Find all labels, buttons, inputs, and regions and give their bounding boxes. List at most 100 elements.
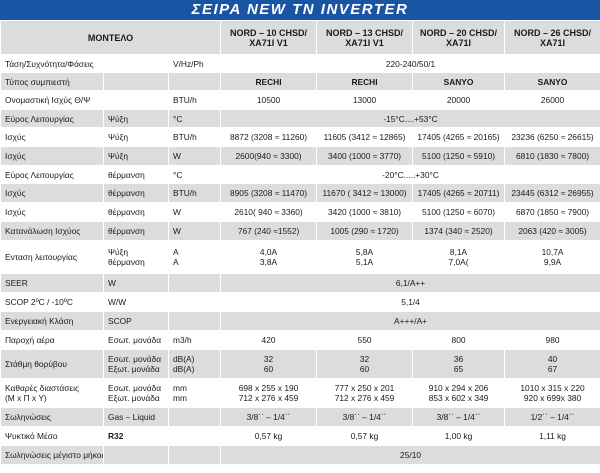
row-unit: dB(A) dB(A): [167, 349, 222, 379]
row-label: Σωληνώσεις μέγιστο μήκος/ύψος: [0, 445, 104, 465]
row-label: Τάση/Συχνότητα/Φάσεις: [0, 54, 104, 73]
model-name-line: XA71I: [540, 37, 566, 48]
row-label: Παροχή αέρα: [0, 330, 104, 350]
row-value: 6810 (1830 ≈ 7800): [504, 146, 600, 166]
row-value: 8872 (3208 ≈ 11260): [220, 127, 318, 147]
model-header-2: NORD – 13 CHSD/XA71I V1: [316, 20, 414, 55]
spec-row: Σωληνώσεις Gas – Liquid 3/8΄΄ – 1/4΄΄ 3/8΄΄…: [0, 407, 600, 427]
model-name-line: NORD – 13 CHSD/: [326, 27, 404, 38]
model-name-line: XA71I: [446, 37, 472, 48]
row-label: Ονομαστική Ισχύς Θ/Ψ: [0, 90, 104, 110]
row-value: 1005 (290 ≈ 1720): [316, 221, 414, 241]
cell-line: 920 x 699x 380: [523, 393, 582, 403]
cell-line: Εσωτ. μονάδα: [108, 383, 162, 393]
row-value: 1,11 kg: [504, 426, 600, 446]
row-label: Καθαρές διαστάσεις (M x Π x Y): [0, 378, 104, 408]
row-value: 11670 ( 3412 ≈ 13000): [316, 183, 414, 203]
row-mode: W/W: [103, 292, 169, 312]
row-value: 1,00 kg: [412, 426, 506, 446]
cell-line: mm: [173, 393, 187, 403]
row-value: 2610( 940 ≈ 3360): [220, 202, 318, 222]
cell-line: 60: [263, 364, 274, 374]
row-mode: [103, 90, 169, 110]
model-header-label: ΜΟΝΤΕΛΟ: [0, 20, 222, 55]
row-value: 40 67: [504, 349, 600, 379]
cell-line: 7,0A(: [448, 257, 469, 267]
row-value: 26000: [504, 90, 600, 110]
spec-table: ΜΟΝΤΕΛΟ NORD – 10 CHSD/XA71I V1 NORD – 1…: [0, 20, 600, 465]
spec-row: Ενταση λειτουργίας Ψύξη θέρμανση A A 4,0A 3,8A…: [0, 240, 600, 274]
spec-table-body: ΜΟΝΤΕΛΟ NORD – 10 CHSD/XA71I V1 NORD – 1…: [0, 20, 600, 465]
row-unit: W: [167, 146, 222, 166]
row-unit: [167, 311, 222, 331]
row-mode: Ψύξη: [103, 146, 169, 166]
cell-line: 3,8A: [259, 257, 278, 267]
row-mode: Εσωτ. μονάδα Εξωτ. μονάδα: [103, 378, 169, 408]
row-value: 8,1A 7,0A(: [412, 240, 506, 274]
row-value-span: 220-240/50/1: [220, 54, 600, 73]
spec-row: SCOP 2ºC / -10ºC W/W 5,1/4: [0, 292, 600, 312]
row-value: 2063 (420 ≈ 3005): [504, 221, 600, 241]
row-label: Ψυκτικό Μέσο: [0, 426, 104, 446]
row-label: Σωληνώσεις: [0, 407, 104, 427]
row-mode: θέρμανση: [103, 202, 169, 222]
row-value: 13000: [316, 90, 414, 110]
cell-line: 67: [547, 364, 558, 374]
row-value: 11605 (3412 ≈ 12865): [316, 127, 414, 147]
row-mode: [103, 445, 169, 465]
row-unit: BTU/h: [167, 127, 222, 147]
row-value: 17405 (4265 ≈ 20165): [412, 127, 506, 147]
cell-line: θέρμανση: [108, 257, 145, 267]
spec-row: SEER W 6,1/A++: [0, 273, 600, 293]
row-value: 36 65: [412, 349, 506, 379]
spec-row: Κατανάλωση Ισχύος θέρμανση W 767 (240 ≈1552…: [0, 221, 600, 241]
spec-row: Παροχή αέρα Εσωτ. μονάδα m3/h 420 550 800 980: [0, 330, 600, 350]
row-label: SCOP 2ºC / -10ºC: [0, 292, 104, 312]
row-value: 800: [412, 330, 506, 350]
row-mode: W: [103, 273, 169, 293]
cell-line: A: [173, 257, 179, 267]
cell-line: 60: [359, 364, 370, 374]
row-value: 32 60: [220, 349, 318, 379]
row-label: Τύπος συμπιεστή: [0, 72, 104, 91]
row-value: 23445 (6312 ≈ 26955): [504, 183, 600, 203]
cell-line: dB(A): [173, 364, 195, 374]
row-value: 420: [220, 330, 318, 350]
row-value-span: 25/10: [220, 445, 600, 465]
row-mode: R32: [103, 426, 169, 446]
row-mode: Εσωτ. μονάδα: [103, 330, 169, 350]
spec-row: Εύρος Λειτουργίας Ψύξη °C -15°C....+53°C: [0, 109, 600, 128]
spec-row: Εύρος Λειτουργίας θέρμανση °C -20°C.....+30…: [0, 165, 600, 184]
row-label: Ισχύς: [0, 127, 104, 147]
spec-row: Σωληνώσεις μέγιστο μήκος/ύψος 25/10: [0, 445, 600, 465]
row-unit: °C: [167, 109, 222, 128]
cell-line: A: [173, 247, 179, 257]
cell-line: 698 x 255 x 190: [238, 383, 299, 393]
row-value-span: -15°C....+53°C: [220, 109, 600, 128]
row-value: 910 x 294 x 206 853 x 602 x 349: [412, 378, 506, 408]
cell-line: (M x Π x Y): [5, 393, 47, 403]
cell-line: Εσωτ. μονάδα: [108, 354, 162, 364]
cell-line: 32: [263, 354, 274, 364]
model-header-1: NORD – 10 CHSD/XA71I V1: [220, 20, 318, 55]
cell-line: 1010 x 315 x 220: [520, 383, 585, 393]
row-unit: [167, 273, 222, 293]
row-value: 23236 (6250 ≈ 26615): [504, 127, 600, 147]
cell-line: Εξωτ. μονάδα: [108, 393, 160, 403]
row-value: 0,57 kg: [220, 426, 318, 446]
row-value: 550: [316, 330, 414, 350]
row-label: Στάθμη θορύβου: [0, 349, 104, 379]
cell-line: 9,9A: [543, 257, 562, 267]
row-mode: θέρμανση: [103, 165, 169, 184]
row-unit: [167, 445, 222, 465]
spec-row: Καθαρές διαστάσεις (M x Π x Y) Εσωτ. μονάδ…: [0, 378, 600, 408]
row-value-span: 6,1/A++: [220, 273, 600, 293]
cell-line: 40: [547, 354, 558, 364]
header-row: ΜΟΝΤΕΛΟ NORD – 10 CHSD/XA71I V1 NORD – 1…: [0, 20, 600, 55]
row-value: 4,0A 3,8A: [220, 240, 318, 274]
row-unit: mm mm: [167, 378, 222, 408]
row-value: 32 60: [316, 349, 414, 379]
row-unit: BTU/h: [167, 183, 222, 203]
spec-row: Τάση/Συχνότητα/Φάσεις V/Hz/Ph 220-240/50/1: [0, 54, 600, 73]
row-value: 17405 (4265 ≈ 20711): [412, 183, 506, 203]
